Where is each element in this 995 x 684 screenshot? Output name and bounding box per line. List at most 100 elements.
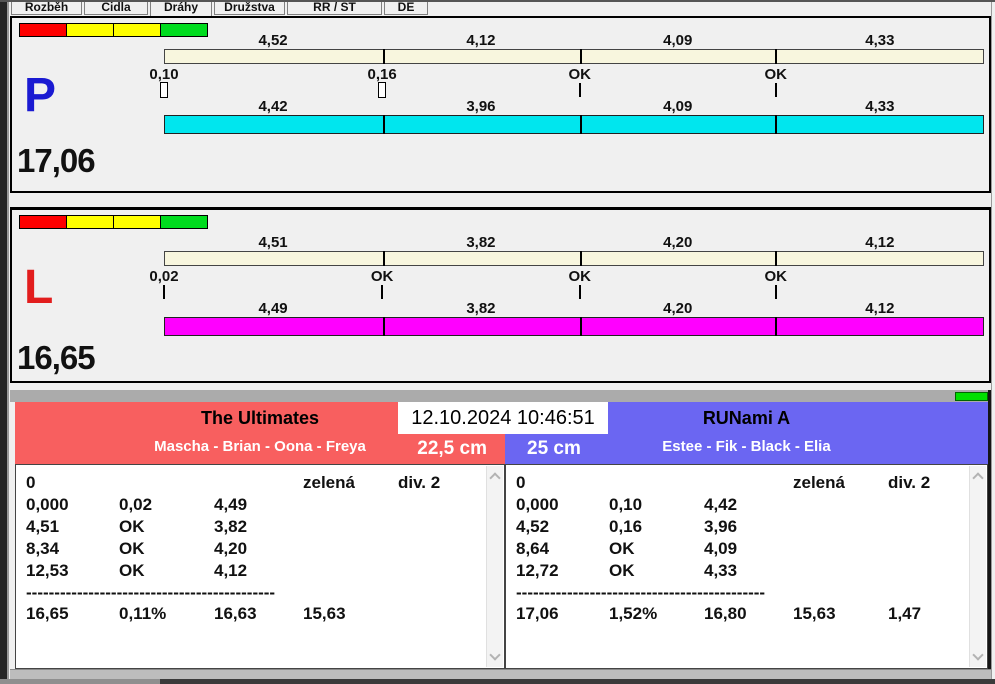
cross-marker xyxy=(352,284,412,303)
cross-markers-row xyxy=(163,284,984,303)
split-label: 4,33 xyxy=(865,98,895,115)
lane-panel-left: L 16,65 4,51 3,82 4,20 4,12 0,02 OK OK O… xyxy=(10,207,991,383)
table-row: 4,51 OK 3,82 xyxy=(26,517,248,536)
table-row: 8,64 OK 4,09 xyxy=(516,539,738,558)
scroll-up-icon[interactable] xyxy=(972,472,984,484)
window-bottom-edge xyxy=(10,669,991,679)
scroll-down-icon[interactable] xyxy=(489,649,501,661)
cross-labels-row: 0,02 OK OK OK xyxy=(149,268,984,285)
division-cell: div. 2 xyxy=(398,473,441,492)
run-table-right: 0 zelená div. 2 0,000 0,10 4,42 4,52 0,1… xyxy=(505,464,988,669)
cross-marker xyxy=(134,82,194,102)
traffic-light-strip xyxy=(19,215,208,229)
traffic-segment-yellow2-icon xyxy=(113,215,161,229)
cross-label: OK xyxy=(764,268,787,285)
split-label: 4,33 xyxy=(865,32,895,49)
cross-labels-row: 0,10 0,16 OK OK xyxy=(149,66,984,83)
split-label: 4,12 xyxy=(466,32,496,49)
split-label: 4,20 xyxy=(663,300,693,317)
cross-marker xyxy=(352,82,412,102)
run-table-left: 0 zelená div. 2 0,000 0,02 4,49 4,51 OK … xyxy=(15,464,505,669)
division-cell: div. 2 xyxy=(888,473,931,492)
green-indicator-button[interactable] xyxy=(955,392,988,401)
summary-row: 17,06 1,52% 16,80 15,63 1,47 xyxy=(516,604,922,623)
team-name: The Ultimates xyxy=(200,408,320,428)
summary-row: 16,65 0,11% 16,63 15,63 xyxy=(26,604,346,623)
split-bar-top xyxy=(164,251,984,266)
split-bars-area: 4,51 3,82 4,20 4,12 0,02 OK OK OK 4,49 3… xyxy=(149,220,984,391)
scroll-up-icon[interactable] xyxy=(489,472,501,484)
split-labels-bottom: 4,49 3,82 4,20 4,12 xyxy=(164,300,984,317)
split-labels-top: 4,51 3,82 4,20 4,12 xyxy=(164,234,984,251)
vertical-scrollbar[interactable] xyxy=(486,466,503,667)
tab-de[interactable]: DE xyxy=(384,2,428,15)
table-row: 4,52 0,16 3,96 xyxy=(516,517,738,536)
split-label: 4,49 xyxy=(258,300,288,317)
cross-label: 0,02 xyxy=(149,268,179,285)
vertical-scrollbar[interactable] xyxy=(969,466,986,667)
split-label: 4,12 xyxy=(865,300,895,317)
separator-band xyxy=(10,390,989,402)
team-dogs: Mascha - Brian - Oona - Freya xyxy=(154,438,366,455)
split-bar-bottom xyxy=(164,317,984,336)
split-label: 3,82 xyxy=(466,300,496,317)
left-screen-edge xyxy=(0,2,9,679)
jump-height: 25 cm xyxy=(527,438,581,459)
cross-label: 0,10 xyxy=(149,66,179,83)
split-bar-top xyxy=(164,49,984,64)
start-light-cell: zelená xyxy=(303,473,355,492)
lane-letter: P xyxy=(24,69,57,122)
flag-cell: 0 xyxy=(516,473,526,492)
tab-bar: Rozběh Čidla Dráhy Družstva RR / ST DE xyxy=(9,2,991,16)
tab-rr-st[interactable]: RR / ST xyxy=(287,2,382,15)
cross-markers-row xyxy=(160,82,984,102)
table-row: 0 zelená div. 2 xyxy=(506,473,967,495)
jump-height: 22,5 cm xyxy=(417,438,487,459)
lane-total-time: 16,65 xyxy=(17,339,96,376)
lane-panel-right: P 17,06 4,52 4,12 4,09 4,33 0,10 0,16 OK… xyxy=(10,16,991,193)
cross-label: OK xyxy=(764,66,787,83)
tab-drahy[interactable]: Dráhy xyxy=(150,2,212,16)
split-label: 3,96 xyxy=(466,98,496,115)
split-label: 4,20 xyxy=(663,234,693,251)
cross-marker xyxy=(746,284,806,303)
split-label: 4,51 xyxy=(258,234,288,251)
team-dogs: Estee - Fik - Black - Elia xyxy=(662,438,831,455)
cross-marker xyxy=(550,82,610,101)
scroll-down-icon[interactable] xyxy=(972,649,984,661)
split-bars-area: 4,52 4,12 4,09 4,33 0,10 0,16 OK OK 4,42… xyxy=(149,18,984,191)
split-bar-bottom xyxy=(164,115,984,134)
table-row: 12,72 OK 4,33 xyxy=(516,561,738,580)
start-light-cell: zelená xyxy=(793,473,845,492)
tab-cidla[interactable]: Čidla xyxy=(84,2,148,15)
split-labels-bottom: 4,42 3,96 4,09 4,33 xyxy=(164,98,984,115)
table-row: 8,34 OK 4,20 xyxy=(26,539,248,558)
cross-marker xyxy=(746,82,806,101)
split-label: 4,42 xyxy=(258,98,288,115)
table-row: 0,000 0,10 4,42 xyxy=(516,495,738,514)
split-labels-top: 4,52 4,12 4,09 4,33 xyxy=(164,32,984,49)
cross-marker xyxy=(134,284,194,303)
cross-label: OK xyxy=(568,66,591,83)
split-label: 4,09 xyxy=(663,98,693,115)
traffic-segment-green-icon xyxy=(160,23,208,37)
table-row: 0,000 0,02 4,49 xyxy=(26,495,248,514)
window-right-border xyxy=(991,2,992,679)
traffic-segment-yellow-icon xyxy=(66,23,114,37)
split-label: 3,82 xyxy=(466,234,496,251)
cross-label: OK xyxy=(370,268,394,285)
traffic-segment-green-icon xyxy=(160,215,208,229)
table-row: 12,53 OK 4,12 xyxy=(26,561,248,580)
traffic-segment-yellow-icon xyxy=(66,215,114,229)
split-label: 4,12 xyxy=(865,234,895,251)
lane-total-time: 17,06 xyxy=(17,142,96,179)
traffic-segment-red-icon xyxy=(19,23,67,37)
taskbar-strip xyxy=(0,679,995,684)
split-label: 4,09 xyxy=(663,32,693,49)
tab-druzstva[interactable]: Družstva xyxy=(214,2,285,15)
cross-marker xyxy=(550,284,610,303)
tab-rozbeh[interactable]: Rozběh xyxy=(11,2,82,15)
team-name: RUNami A xyxy=(702,408,791,428)
lane-letter: L xyxy=(24,261,54,314)
flag-cell: 0 xyxy=(26,473,36,492)
